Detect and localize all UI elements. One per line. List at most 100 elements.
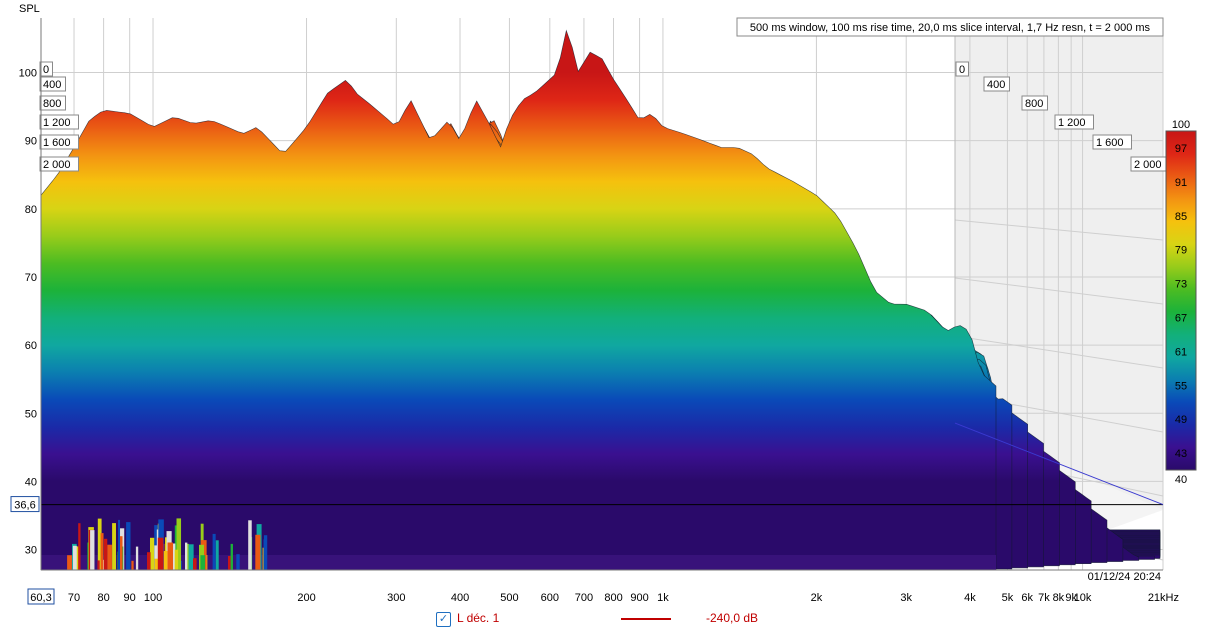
- floor-bar: [163, 551, 168, 570]
- floor-bar: [215, 540, 219, 570]
- legend-checkbox[interactable]: ✓: [436, 612, 451, 627]
- time-label-box: [1021, 95, 1048, 111]
- time-label: 0: [959, 64, 965, 76]
- time-label-left: 1 200: [43, 117, 71, 129]
- floor-bar: [157, 537, 164, 570]
- x-tick-label: 4k: [964, 592, 976, 604]
- x-tick-label: 10k: [1074, 592, 1092, 604]
- y-tick-label: 90: [25, 136, 37, 148]
- floor-bar: [90, 530, 95, 570]
- floor-bar: [193, 558, 197, 570]
- colorbar-label: 67: [1175, 312, 1187, 324]
- time-label: 800: [1025, 98, 1043, 110]
- floor-bar: [126, 522, 131, 570]
- time-label-box: [955, 61, 969, 77]
- cursor-value-box: [10, 496, 40, 513]
- floor-bar: [154, 558, 161, 570]
- x-tick-label: 200: [297, 592, 315, 604]
- floor-bar: [107, 544, 112, 570]
- time-label-left: 0: [43, 64, 49, 76]
- x-tick-label: 2k: [811, 592, 823, 604]
- y-tick-label: 60: [25, 340, 37, 352]
- floor-bar: [154, 545, 159, 570]
- floor-bar: [185, 542, 188, 570]
- time-label-left: 400: [43, 79, 61, 91]
- legend-trace-name[interactable]: L déc. 1: [457, 611, 500, 625]
- floor-bar: [150, 537, 155, 570]
- x-tick-label: 7k: [1038, 592, 1050, 604]
- floor-bar: [135, 546, 139, 570]
- floor-bar: [263, 535, 268, 570]
- colorbar: 100 97 91 85 79 73 67 61 55 49 43 40: [1165, 119, 1197, 486]
- floor-bar: [174, 549, 179, 570]
- waterfall-surface: [40, 29, 1161, 571]
- x-tick-label: 9k: [1065, 592, 1077, 604]
- x-tick-label: 8k: [1053, 592, 1065, 604]
- floor-bar: [97, 560, 100, 570]
- x-tick-label: 3k: [900, 592, 912, 604]
- floor-bar: [228, 556, 231, 570]
- time-label-left: 1 600: [43, 137, 71, 149]
- x-tick-label: 70: [68, 592, 80, 604]
- floor-bar: [212, 533, 216, 570]
- floor-bar: [176, 518, 182, 570]
- floor-bar: [185, 543, 189, 570]
- y-tick-label: 40: [25, 476, 37, 488]
- time-label-left-box: [39, 156, 79, 172]
- waterfall-slice: [40, 29, 997, 571]
- x-tick-label: 5k: [1002, 592, 1014, 604]
- colorbar-label: 61: [1175, 346, 1187, 358]
- floor-bar: [248, 520, 252, 570]
- overlay: 500 ms window, 100 ms rise time, 20,0 ms…: [39, 17, 1170, 583]
- floor-bar: [255, 534, 261, 570]
- colorbar-label: 79: [1175, 245, 1187, 257]
- floor-bar: [131, 560, 134, 570]
- floor-bar: [72, 545, 77, 570]
- y-tick-label: 50: [25, 408, 37, 420]
- axes: SPL 100 90 80 70 60 50 40 30 70 80 90 100 200 300 400 50…: [10, 3, 1179, 605]
- x-tick-label: 500: [500, 592, 518, 604]
- floor-bar: [200, 555, 206, 570]
- x-tick-label: 900: [630, 592, 648, 604]
- colorbar-label: 73: [1175, 279, 1187, 291]
- x-tick-label: 800: [604, 592, 622, 604]
- colorbar-label: 43: [1175, 448, 1187, 460]
- time-label-left-box: [39, 114, 79, 130]
- x-tick-label: 700: [575, 592, 593, 604]
- floor-bar: [78, 523, 81, 570]
- perspective-line: [954, 422, 1164, 506]
- x-start-box: [27, 588, 55, 605]
- time-label: 1 600: [1096, 137, 1124, 149]
- floor-bar: [118, 519, 121, 570]
- time-label-left-box: [39, 95, 66, 111]
- time-label-left-box: [39, 76, 66, 92]
- time-label-box: [1092, 134, 1132, 150]
- floor-bar: [167, 542, 174, 570]
- grid-depth-line: [954, 277, 1164, 305]
- x-tick-label: 21kHz: [1148, 592, 1179, 604]
- x-tick-label: 100: [144, 592, 162, 604]
- floor-bar: [172, 543, 176, 570]
- floor-bar: [104, 538, 108, 570]
- y-tick-label: 70: [25, 272, 37, 284]
- floor-bar: [147, 552, 151, 570]
- y-tick-label: 80: [25, 204, 37, 216]
- colorbar-label: 40: [1175, 474, 1187, 486]
- x-tick-label: 600: [541, 592, 559, 604]
- floor-bar: [75, 546, 79, 570]
- floor-bar: [236, 554, 240, 570]
- colorbar-ramp: [1165, 130, 1197, 471]
- colorbar-label: 85: [1175, 211, 1187, 223]
- y-axis-title: SPL: [19, 3, 40, 15]
- time-label: 1 200: [1058, 117, 1086, 129]
- time-label: 2 000: [1134, 159, 1162, 171]
- colorbar-label: 91: [1175, 177, 1187, 189]
- time-label-left: 800: [43, 98, 61, 110]
- colorbar-label: 100: [1172, 119, 1190, 131]
- legend-trace-value: -240,0 dB: [706, 611, 759, 625]
- y-tick-label: 30: [25, 545, 37, 557]
- datestamp: 01/12/24 20:24: [1088, 571, 1161, 583]
- x-tick-label: 400: [451, 592, 469, 604]
- cursor-value-label: 36,6: [14, 500, 35, 512]
